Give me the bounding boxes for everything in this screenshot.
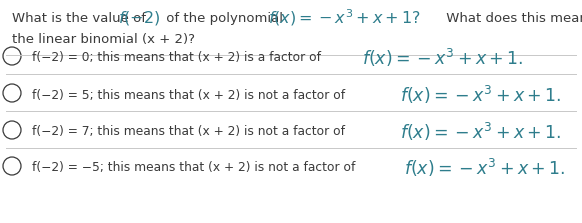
Text: $f(x) =-x^3 + x + 1?$: $f(x) =-x^3 + x + 1?$ bbox=[268, 8, 421, 28]
Text: of the polynomial: of the polynomial bbox=[162, 12, 288, 25]
Text: $f(x) =-x^3 + x + 1.$: $f(x) =-x^3 + x + 1.$ bbox=[404, 157, 566, 179]
Text: What is the value of: What is the value of bbox=[12, 12, 150, 25]
Text: $f(-2)$: $f(-2)$ bbox=[118, 9, 161, 27]
Text: $f(x) =-x^3 + x + 1.$: $f(x) =-x^3 + x + 1.$ bbox=[400, 84, 562, 106]
Text: f(−2) = 5; this means that (x + 2) is not a factor of: f(−2) = 5; this means that (x + 2) is no… bbox=[32, 89, 349, 101]
Text: f(−2) = 0; this means that (x + 2) is a factor of: f(−2) = 0; this means that (x + 2) is a … bbox=[32, 52, 325, 64]
Text: $f(x) =-x^3 + x + 1.$: $f(x) =-x^3 + x + 1.$ bbox=[362, 47, 524, 69]
Text: What does this mean about: What does this mean about bbox=[442, 12, 582, 25]
Text: f(−2) = 7; this means that (x + 2) is not a factor of: f(−2) = 7; this means that (x + 2) is no… bbox=[32, 126, 349, 138]
Text: f(−2) = −5; this means that (x + 2) is not a factor of: f(−2) = −5; this means that (x + 2) is n… bbox=[32, 161, 359, 175]
Text: $f(x) =-x^3 + x + 1.$: $f(x) =-x^3 + x + 1.$ bbox=[400, 121, 562, 143]
Text: the linear binomial (x + 2)?: the linear binomial (x + 2)? bbox=[12, 33, 195, 47]
